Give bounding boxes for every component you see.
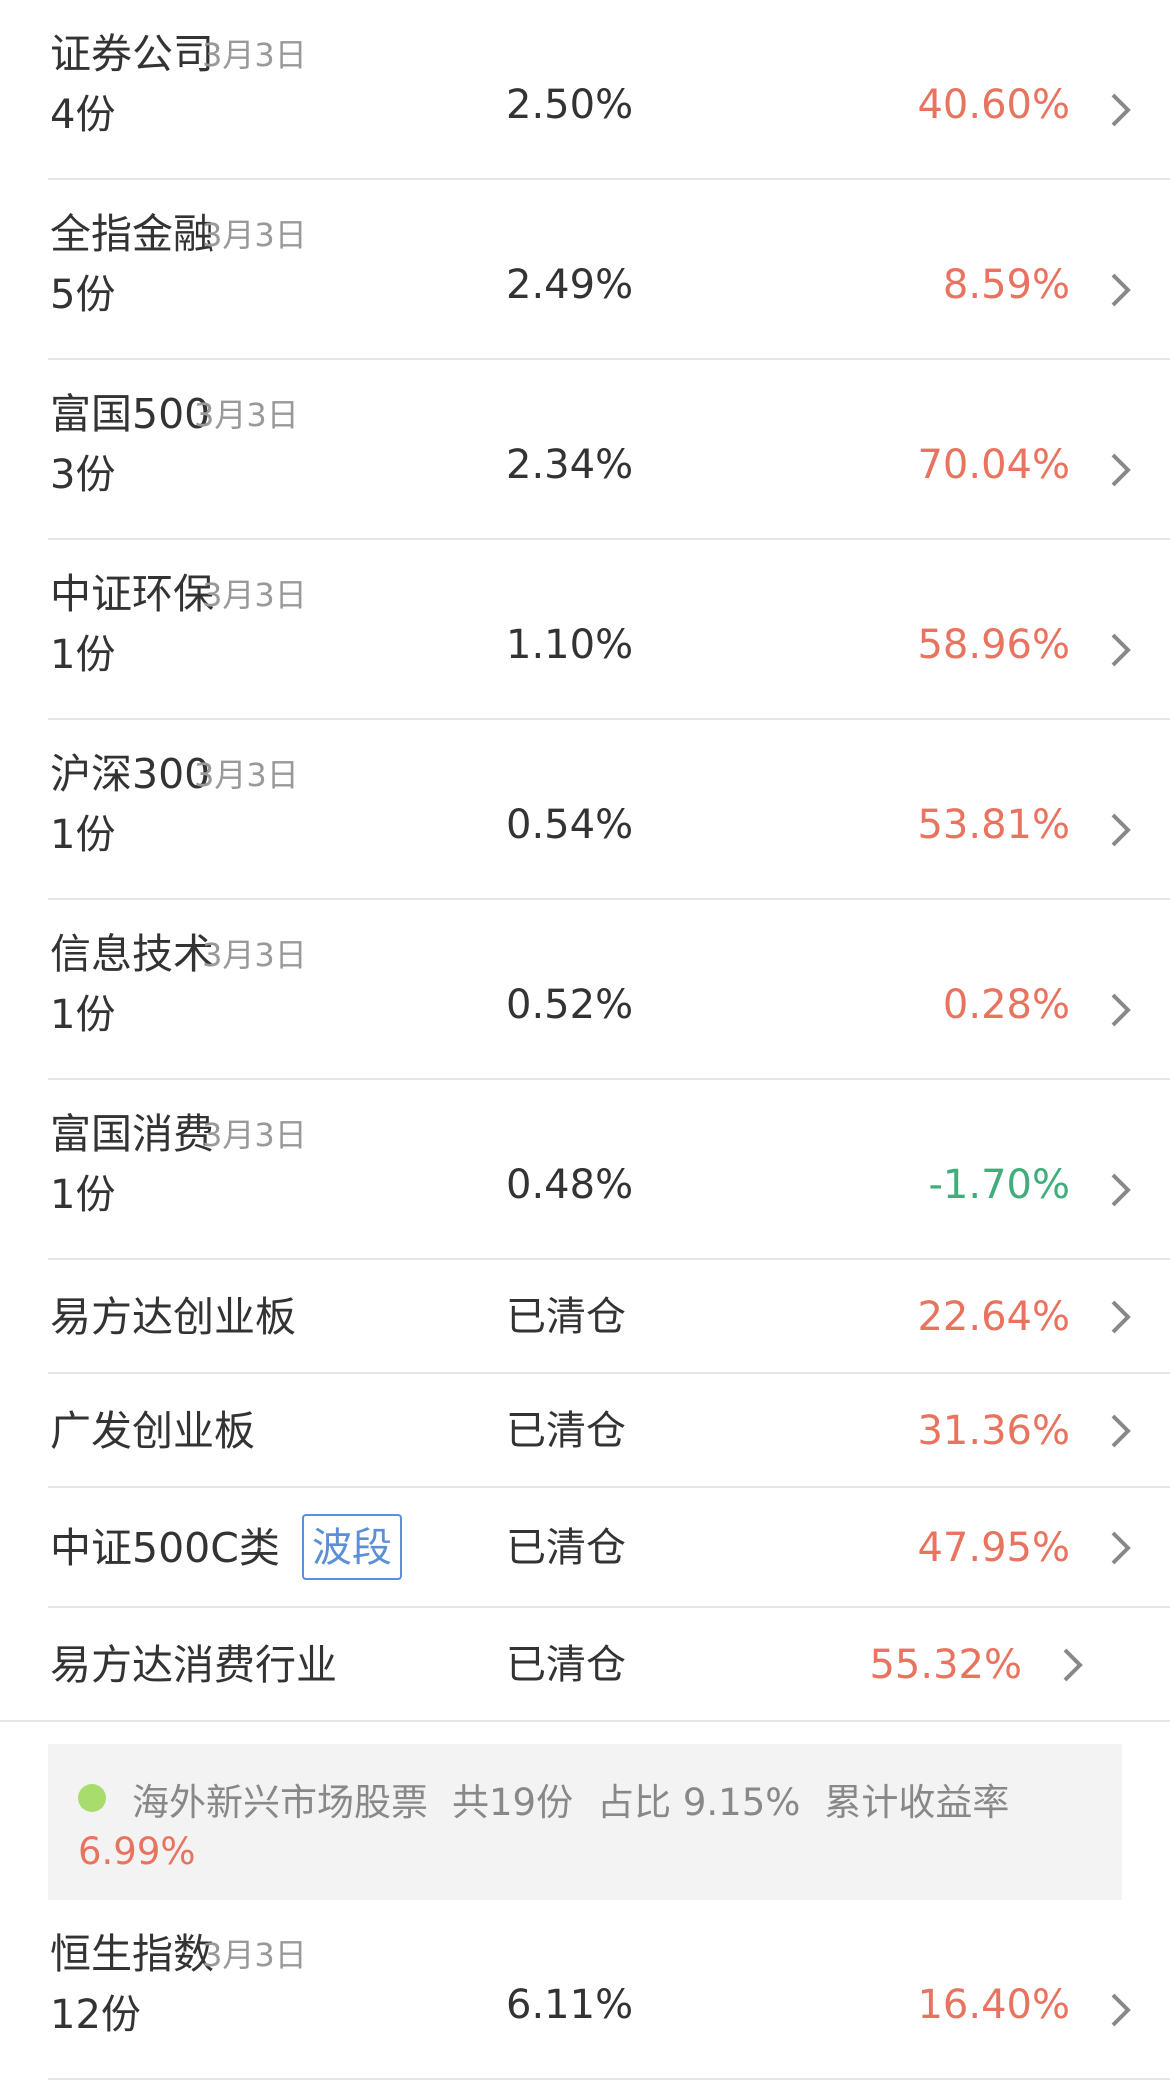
holding-row[interactable]: 证券公司 3月3日 4份 2.50% 40.60% [48,0,1170,180]
holding-row[interactable]: 恒生指数 3月3日 12份 6.11% 16.40% [48,1900,1170,2080]
chevron-right-icon [1111,273,1131,307]
chevron-right-icon [1111,813,1131,847]
fund-name: 中证500C类 [50,1524,280,1572]
cleared-status: 已清仓 [506,1642,626,1688]
share-count: 5份 [50,272,116,318]
holding-row[interactable]: 全指金融 3月3日 5份 2.49% 8.59% [48,180,1170,360]
category-count: 共19份 [452,1781,574,1824]
share-count: 3份 [50,452,116,498]
share-count: 4份 [50,92,116,138]
category-dot [78,1784,106,1812]
chevron-right-icon [1111,1993,1131,2027]
weight-value: 6.11% [506,1982,634,2028]
holding-row[interactable]: 中证环保 3月3日 1份 1.10% 58.96% [48,540,1170,720]
chevron-right-icon [1111,93,1131,127]
fund-name: 富国500 [50,390,211,438]
return-value: -1.70% [928,1162,1070,1208]
cleared-row[interactable]: 易方达创业板 已清仓 22.64% [48,1260,1170,1374]
category-return-label: 累计收益率 [824,1781,1010,1824]
fund-name: 全指金融 [50,210,214,258]
cleared-row[interactable]: 广发创业板 已清仓 31.36% [48,1374,1170,1488]
update-date: 3月3日 [194,756,299,794]
cleared-status: 已清仓 [506,1408,626,1454]
update-date: 3月3日 [202,576,307,614]
update-date: 3月3日 [202,36,307,74]
share-count: 1份 [50,1172,116,1218]
category-return-value: 6.99% [78,1830,196,1873]
return-value: 53.81% [917,802,1070,848]
return-value: 40.60% [917,82,1070,128]
weight-value: 0.48% [506,1162,634,1208]
fund-name: 恒生指数 [50,1930,214,1978]
fund-name: 信息技术 [50,930,214,978]
category-ratio: 占比 9.15% [597,1781,801,1824]
chevron-right-icon [1111,1300,1131,1334]
chevron-right-icon [1111,993,1131,1027]
cleared-status: 已清仓 [506,1525,626,1571]
holding-row[interactable]: 富国500 3月3日 3份 2.34% 70.04% [48,360,1170,540]
share-count: 1份 [50,992,116,1038]
fund-name: 广发创业板 [50,1407,255,1455]
return-value: 58.96% [917,622,1070,668]
chevron-right-icon [1063,1648,1083,1682]
return-value: 55.32% [869,1642,1022,1688]
return-value: 22.64% [917,1294,1070,1340]
chevron-right-icon [1111,453,1131,487]
share-count: 1份 [50,812,116,858]
weight-value: 1.10% [506,622,634,668]
return-value: 47.95% [917,1525,1070,1571]
weight-value: 0.54% [506,802,634,848]
return-value: 8.59% [942,262,1070,308]
share-count: 12份 [50,1992,141,2038]
update-date: 3月3日 [202,1116,307,1154]
fund-name: 易方达创业板 [50,1293,296,1341]
weight-value: 2.49% [506,262,634,308]
chevron-right-icon [1111,633,1131,667]
chevron-right-icon [1111,1531,1131,1565]
category-info: 海外新兴市场股票 共19份 占比 9.15% 累计收益率 [132,1772,1033,1826]
chevron-right-icon [1111,1414,1131,1448]
return-value: 0.28% [942,982,1070,1028]
return-value: 31.36% [917,1408,1070,1454]
category-title: 海外新兴市场股票 [132,1781,428,1824]
return-value: 16.40% [917,1982,1070,2028]
holding-row[interactable]: 信息技术 3月3日 1份 0.52% 0.28% [48,900,1170,1080]
fund-name: 证券公司 [50,30,214,78]
fund-name: 易方达消费行业 [50,1641,337,1689]
share-count: 1份 [50,632,116,678]
category-summary: 海外新兴市场股票 共19份 占比 9.15% 累计收益率 6.99% [48,1744,1122,1900]
fund-name: 富国消费 [50,1110,214,1158]
strategy-tag: 波段 [302,1514,402,1580]
update-date: 3月3日 [202,216,307,254]
return-value: 70.04% [917,442,1070,488]
weight-value: 0.52% [506,982,634,1028]
weight-value: 2.50% [506,82,634,128]
fund-name: 沪深300 [50,750,211,798]
fund-name: 中证环保 [50,570,214,618]
update-date: 3月3日 [202,936,307,974]
cleared-row[interactable]: 中证500C类 波段 已清仓 47.95% [48,1488,1170,1608]
cleared-status: 已清仓 [506,1294,626,1340]
update-date: 3月3日 [202,1936,307,1974]
holding-row[interactable]: 沪深300 3月3日 1份 0.54% 53.81% [48,720,1170,900]
cleared-row[interactable]: 易方达消费行业 已清仓 55.32% [0,1608,1170,1722]
weight-value: 2.34% [506,442,634,488]
update-date: 3月3日 [194,396,299,434]
holding-row[interactable]: 富国消费 3月3日 1份 0.48% -1.70% [48,1080,1170,1260]
chevron-right-icon [1111,1173,1131,1207]
